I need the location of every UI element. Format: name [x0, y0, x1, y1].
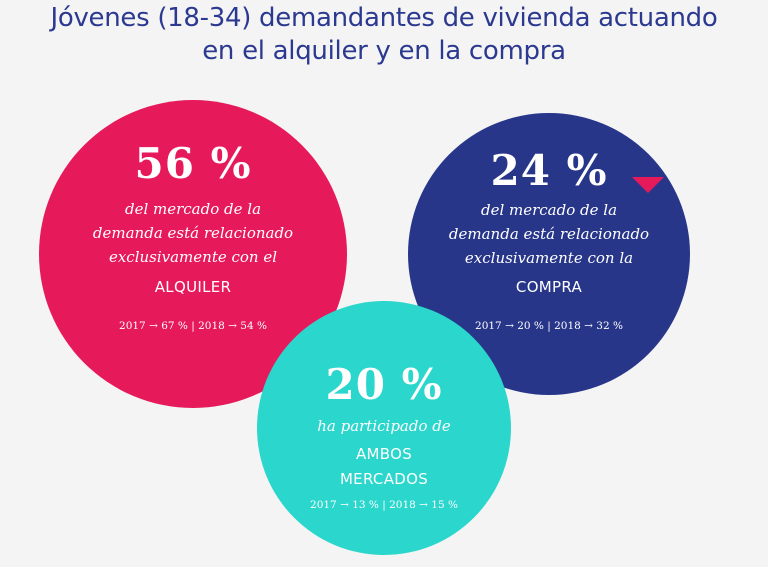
compra-desc-line-3: exclusivamente con la — [464, 249, 634, 267]
compra-percent: 24 % — [490, 146, 608, 195]
down-triangle-icon — [632, 177, 664, 193]
title-line-1: Jóvenes (18-34) demandantes de vivienda … — [50, 3, 718, 33]
ambos-market-line-1: AMBOS — [355, 445, 413, 463]
ambos-circle: 20 % ha participado de AMBOS MERCADOS 20… — [257, 301, 511, 555]
title-line-2: en el alquiler y en la compra — [202, 36, 566, 66]
compra-circle: 24 % del mercado de la demanda está rela… — [408, 113, 690, 395]
compra-history: 2017 → 20 % | 2018 → 32 % — [475, 320, 623, 332]
ambos-percent: 20 % — [325, 360, 443, 409]
alquiler-desc-line-1: del mercado de la — [124, 200, 262, 218]
page-title: Jóvenes (18-34) demandantes de vivienda … — [0, 2, 768, 68]
alquiler-history: 2017 → 67 % | 2018 → 54 % — [119, 320, 267, 332]
ambos-desc-line-1: ha participado de — [317, 417, 451, 435]
ambos-history: 2017 → 13 % | 2018 → 15 % — [310, 499, 458, 511]
alquiler-percent: 56 % — [134, 139, 252, 188]
ambos-market-line-2: MERCADOS — [339, 470, 429, 488]
alquiler-desc-line-3: exclusivamente con el — [108, 248, 278, 266]
alquiler-circle: 56 % del mercado de la demanda está rela… — [39, 100, 347, 408]
compra-desc-line-1: del mercado de la — [480, 201, 618, 219]
alquiler-market: ALQUILER — [154, 278, 232, 296]
compra-desc-line-2: demanda está relacionado — [448, 225, 650, 243]
alquiler-desc-line-2: demanda está relacionado — [92, 224, 294, 242]
compra-market: COMPRA — [515, 278, 583, 296]
